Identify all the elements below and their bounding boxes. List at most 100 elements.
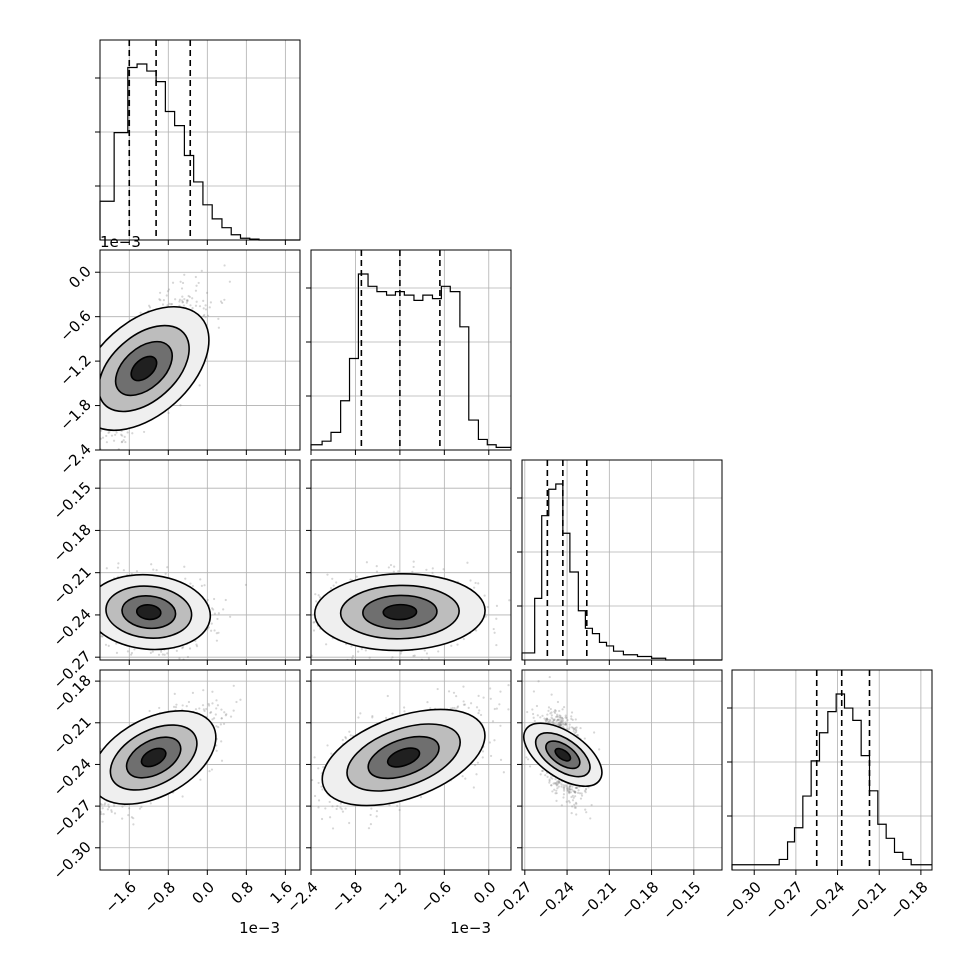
sample-point: [210, 607, 214, 610]
sample-point: [97, 600, 99, 602]
sample-point: [155, 569, 158, 572]
y-tick-label: −0.15: [50, 478, 95, 523]
sample-point: [171, 665, 173, 667]
sample-point: [178, 298, 182, 301]
sample-point: [117, 562, 120, 565]
sample-point: [368, 656, 371, 659]
sample-point: [92, 414, 94, 416]
sample-point: [469, 579, 472, 582]
sample-point: [296, 627, 298, 629]
sample-point: [181, 645, 185, 649]
sample-point: [77, 430, 79, 432]
sample-point: [224, 598, 227, 602]
sample-point: [82, 435, 84, 437]
sample-point: [477, 582, 480, 585]
sample-point: [217, 326, 220, 329]
contour-line: [313, 572, 486, 652]
sample-point: [215, 639, 219, 642]
y-tick-label: −1.8: [56, 396, 94, 434]
sample-point: [161, 303, 165, 306]
sample-point: [164, 572, 167, 575]
sample-point: [113, 812, 117, 815]
sample-point: [202, 307, 205, 310]
sample-point: [221, 301, 224, 305]
sample-point: [71, 435, 73, 437]
sample-point: [210, 622, 213, 625]
sample-point: [387, 566, 390, 569]
sample-point: [185, 301, 188, 304]
sample-point: [96, 428, 98, 430]
sample-point: [375, 570, 379, 573]
sample-point: [360, 648, 363, 651]
sample-point: [95, 413, 97, 415]
sample-point: [202, 689, 205, 692]
sample-point: [89, 415, 91, 417]
sample-point: [94, 595, 96, 597]
contour-line: [100, 305, 210, 432]
sample-point: [195, 284, 198, 287]
contour-line: [362, 594, 438, 630]
sample-point: [191, 691, 195, 694]
sample-point: [112, 804, 116, 807]
sample-point: [96, 624, 98, 626]
sample-point: [121, 434, 124, 437]
panel-frame: [99, 249, 301, 451]
sample-point: [206, 598, 209, 602]
sample-point: [102, 813, 105, 816]
sample-point: [130, 651, 134, 655]
sample-point: [86, 429, 88, 431]
sample-point: [211, 718, 214, 721]
sample-point: [142, 430, 146, 434]
sample-point: [34, 453, 36, 455]
sample-point: [150, 563, 153, 566]
sample-point: [305, 622, 307, 624]
sample-point: [121, 805, 124, 808]
sample-point: [318, 596, 322, 599]
sample-point: [92, 787, 94, 789]
sample-point: [89, 605, 91, 607]
sample-point: [93, 794, 95, 796]
sample-point: [93, 598, 95, 600]
sample-point: [375, 565, 378, 568]
sample-point: [96, 597, 98, 599]
sample-point: [219, 300, 223, 303]
y-offset-label: 1e−3: [100, 233, 141, 251]
sample-point: [87, 461, 89, 463]
sample-point: [431, 571, 434, 574]
sample-point: [67, 608, 69, 610]
sample-point: [317, 594, 320, 597]
sample-point: [166, 652, 169, 655]
sample-point: [203, 313, 206, 317]
sample-point: [332, 584, 335, 587]
sample-point: [301, 634, 303, 636]
sample-point: [61, 805, 63, 807]
sample-point: [397, 570, 400, 573]
sample-point: [171, 281, 175, 284]
sample-point: [94, 769, 96, 771]
sample-point: [486, 605, 489, 609]
sample-point: [200, 584, 203, 588]
sample-point: [86, 798, 88, 800]
sample-point: [495, 617, 498, 620]
sample-point: [229, 615, 232, 618]
sample-point: [93, 402, 95, 404]
sample-point: [275, 630, 277, 632]
sample-point: [466, 561, 469, 564]
sample-point: [91, 414, 93, 416]
sample-point: [106, 808, 109, 811]
sample-point: [178, 657, 181, 660]
sample-point: [179, 404, 182, 407]
sample-point: [349, 578, 352, 581]
sample-point: [191, 307, 194, 310]
sample-point: [199, 778, 202, 781]
y-tick-label: −0.18: [50, 521, 95, 566]
sample-point: [87, 420, 89, 422]
sample-point: [174, 706, 178, 709]
density-fill: [136, 604, 161, 620]
sample-point: [189, 304, 192, 307]
sample-point: [84, 392, 86, 394]
sample-point: [412, 654, 415, 658]
sample-point: [126, 431, 129, 434]
sample-point: [202, 708, 205, 711]
sample-point: [425, 568, 428, 571]
